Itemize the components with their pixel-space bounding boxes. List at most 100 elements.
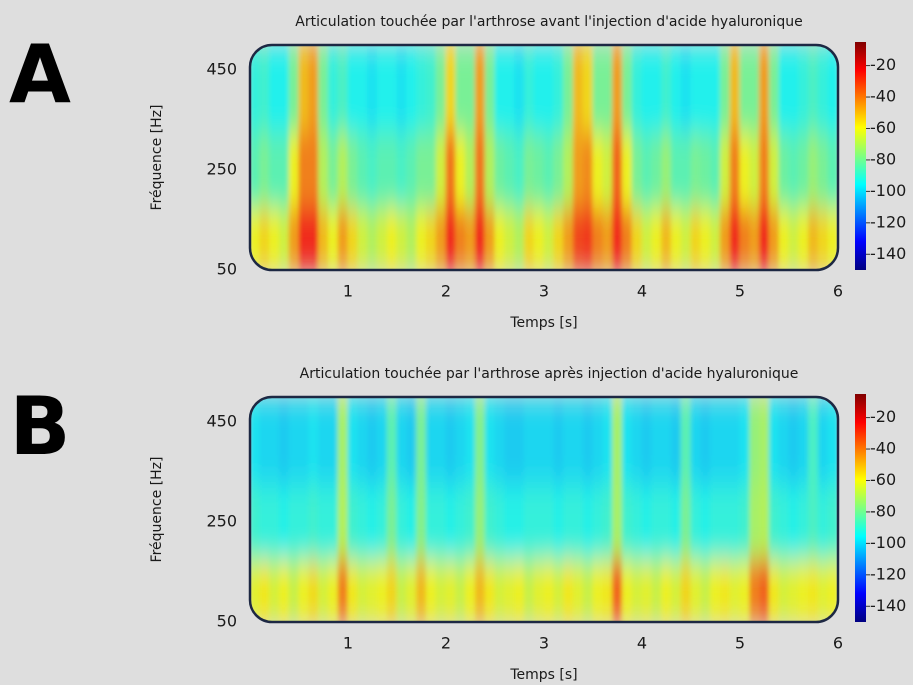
heatmap-cell [367,207,378,270]
heatmap-cell [357,45,369,133]
colorbar-tick-label: -80 [870,501,896,520]
heatmap-cell [651,45,663,133]
y-tick-label: 250 [206,160,237,179]
heatmap-cell [719,484,731,560]
heatmap-cell [523,397,535,485]
heatmap-cell [592,397,604,485]
heatmap-cell [690,559,702,622]
heatmap-cell [768,484,780,560]
heatmap-cell [406,45,418,133]
heatmap-cell [259,484,271,560]
heatmap-cell [690,397,702,485]
heatmap-cell [494,484,506,560]
heatmap-cell [455,132,467,208]
heatmap-cell [543,207,555,270]
heatmap-cell [553,45,565,133]
heatmap-cell [543,397,555,485]
heatmap-cell [798,207,810,270]
heatmap-cell [631,397,643,485]
heatmap-cell [278,484,290,560]
heatmap-cell [250,397,261,485]
heatmap-cell [376,484,388,560]
heatmap-cell [651,559,663,622]
heatmap-cell [788,397,800,485]
heatmap-cell [592,559,604,622]
heatmap-cell [778,207,790,270]
heatmap-cell [269,132,280,208]
heatmap-cell [680,45,692,133]
heatmap-cell [778,559,790,622]
heatmap-cell [543,132,555,208]
heatmap-cell [533,132,545,208]
heatmap-cell [308,484,320,560]
heatmap-cell [435,559,447,622]
panel-label: A [9,28,71,121]
heatmap-cell [337,484,349,560]
heatmap-cell [396,484,408,560]
heatmap-cell [768,132,780,208]
colorbar-tick-label: -60 [870,118,896,137]
heatmap-cell [533,207,545,270]
heatmap-cell [367,397,378,485]
heatmap-cell [719,207,731,270]
heatmap-cell [376,45,388,133]
heatmap-cell [250,132,261,208]
heatmap-cell [357,559,369,622]
heatmap-cell [827,45,838,133]
heatmap-cell [484,559,496,622]
heatmap-cell [357,132,369,208]
heatmap-cell [474,559,486,622]
heatmap-cell [455,207,467,270]
heatmap-cell [347,559,359,622]
heatmap-cell [278,559,290,622]
y-tick-label: 450 [206,412,237,431]
heatmap-cell [327,397,339,485]
heatmap-cell [788,559,800,622]
heatmap-cell [250,207,261,270]
heatmap-cell [808,132,819,208]
heatmap-cell [435,207,447,270]
heatmap-cell [327,132,339,208]
heatmap-cell [318,132,329,208]
heatmap-cell [308,559,320,622]
heatmap-cell [288,484,300,560]
heatmap-cell [612,207,623,270]
heatmap-cell [514,207,525,270]
heatmap-cell [543,45,555,133]
heatmap-cell [710,207,721,270]
heatmap-cell [631,559,643,622]
heatmap-cell [612,397,623,485]
heatmap-cell [474,132,486,208]
heatmap-cell [298,45,310,133]
heatmap-cell [269,207,280,270]
heatmap-cell [592,207,604,270]
heatmap-cell [445,484,457,560]
heatmap-cell [504,484,516,560]
heatmap-cell [514,559,525,622]
heatmap-cell [612,45,623,133]
heatmap-cell [514,132,525,208]
heatmap-cell [494,132,506,208]
heatmap-cell [631,132,643,208]
heatmap-cell [651,484,663,560]
heatmap-cell [523,207,535,270]
heatmap-cell [563,207,574,270]
heatmap-cell [367,45,378,133]
heatmap-cell [278,207,290,270]
heatmap-cell [827,132,838,208]
heatmap-cell [788,484,800,560]
heatmap-cell [680,484,692,560]
heatmap-cell [710,559,721,622]
heatmap-cell [641,207,653,270]
x-tick-label: 1 [343,634,353,653]
plot-frame [248,43,840,272]
heatmap-cell [327,45,339,133]
heatmap-cell [808,207,819,270]
x-axis-label: Temps [s] [509,315,577,331]
heatmap-cell [602,132,614,208]
heatmap-cell [827,484,838,560]
heatmap-cell [533,397,545,485]
heatmap-cell [504,559,516,622]
heatmap-cell [269,397,280,485]
heatmap-cell [269,559,280,622]
